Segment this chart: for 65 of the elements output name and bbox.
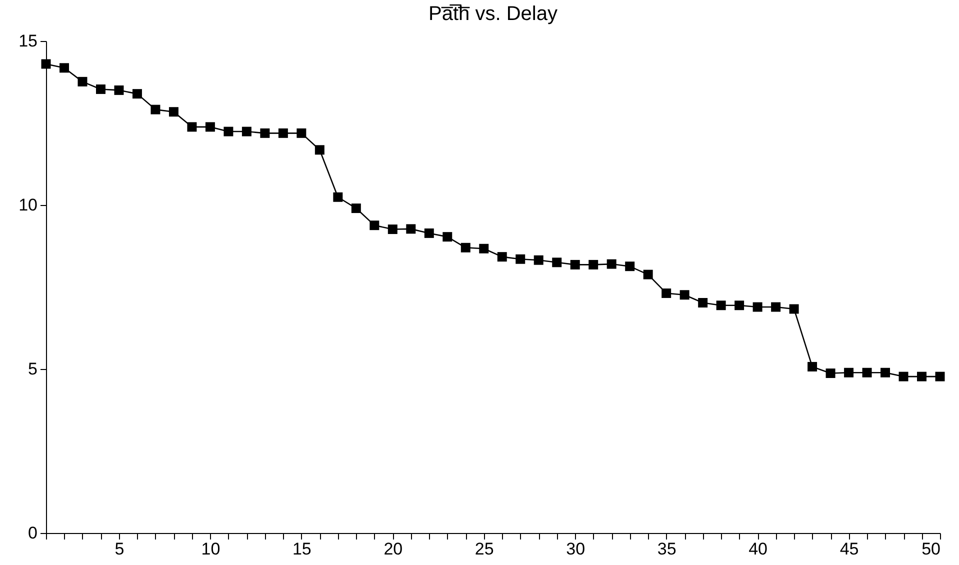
y-tick-label: 10 <box>18 196 38 214</box>
point <box>406 224 416 234</box>
point <box>424 228 434 238</box>
point <box>935 372 945 382</box>
point <box>187 122 197 132</box>
x-tick-label: 35 <box>657 540 676 558</box>
point <box>552 258 562 268</box>
point <box>278 128 288 138</box>
point <box>314 145 324 155</box>
point <box>242 126 252 136</box>
point <box>333 192 343 202</box>
point <box>370 220 380 230</box>
point <box>826 368 836 378</box>
point <box>570 260 580 270</box>
point <box>643 270 653 280</box>
point <box>625 262 635 272</box>
point <box>114 85 124 95</box>
point <box>132 89 142 99</box>
point <box>479 244 489 254</box>
x-tick-label: 20 <box>384 540 403 558</box>
x-tick-label: 40 <box>748 540 768 558</box>
x-tick-label: 15 <box>292 540 312 558</box>
point <box>752 302 762 312</box>
point <box>606 259 616 269</box>
point <box>789 304 799 314</box>
y-tick-label: 15 <box>18 32 38 50</box>
point <box>168 107 178 117</box>
point <box>78 76 88 86</box>
point <box>351 204 361 214</box>
point <box>898 372 908 382</box>
chart-title: Pa̅t̅h̅ vs. Delay <box>428 3 558 25</box>
point <box>880 368 890 378</box>
y-tick-label: 5 <box>28 360 38 378</box>
point <box>60 63 69 73</box>
point <box>296 128 306 138</box>
point <box>862 368 872 378</box>
point <box>442 232 452 242</box>
point <box>150 104 160 114</box>
point <box>460 242 470 252</box>
point <box>96 84 106 94</box>
x-tick-label: 45 <box>840 540 859 558</box>
x-tick-label: 5 <box>114 540 124 558</box>
point <box>224 126 234 136</box>
point <box>205 122 215 132</box>
x-tick-label: 25 <box>474 540 494 558</box>
point <box>734 300 744 310</box>
point <box>680 290 690 300</box>
point <box>716 300 726 310</box>
point <box>917 372 926 382</box>
point <box>534 255 544 265</box>
point <box>260 128 270 138</box>
y-tick-label: 0 <box>28 524 38 542</box>
point <box>497 252 507 262</box>
point <box>698 298 708 308</box>
point <box>808 362 818 372</box>
point <box>588 260 598 270</box>
x-tick-label: 10 <box>201 540 220 558</box>
x-tick-label: 50 <box>922 540 940 558</box>
point <box>41 59 51 69</box>
x-tick-label: 30 <box>566 540 586 558</box>
point <box>516 254 526 264</box>
point <box>388 224 398 234</box>
point <box>771 302 781 312</box>
point <box>662 288 672 298</box>
point <box>844 368 854 378</box>
